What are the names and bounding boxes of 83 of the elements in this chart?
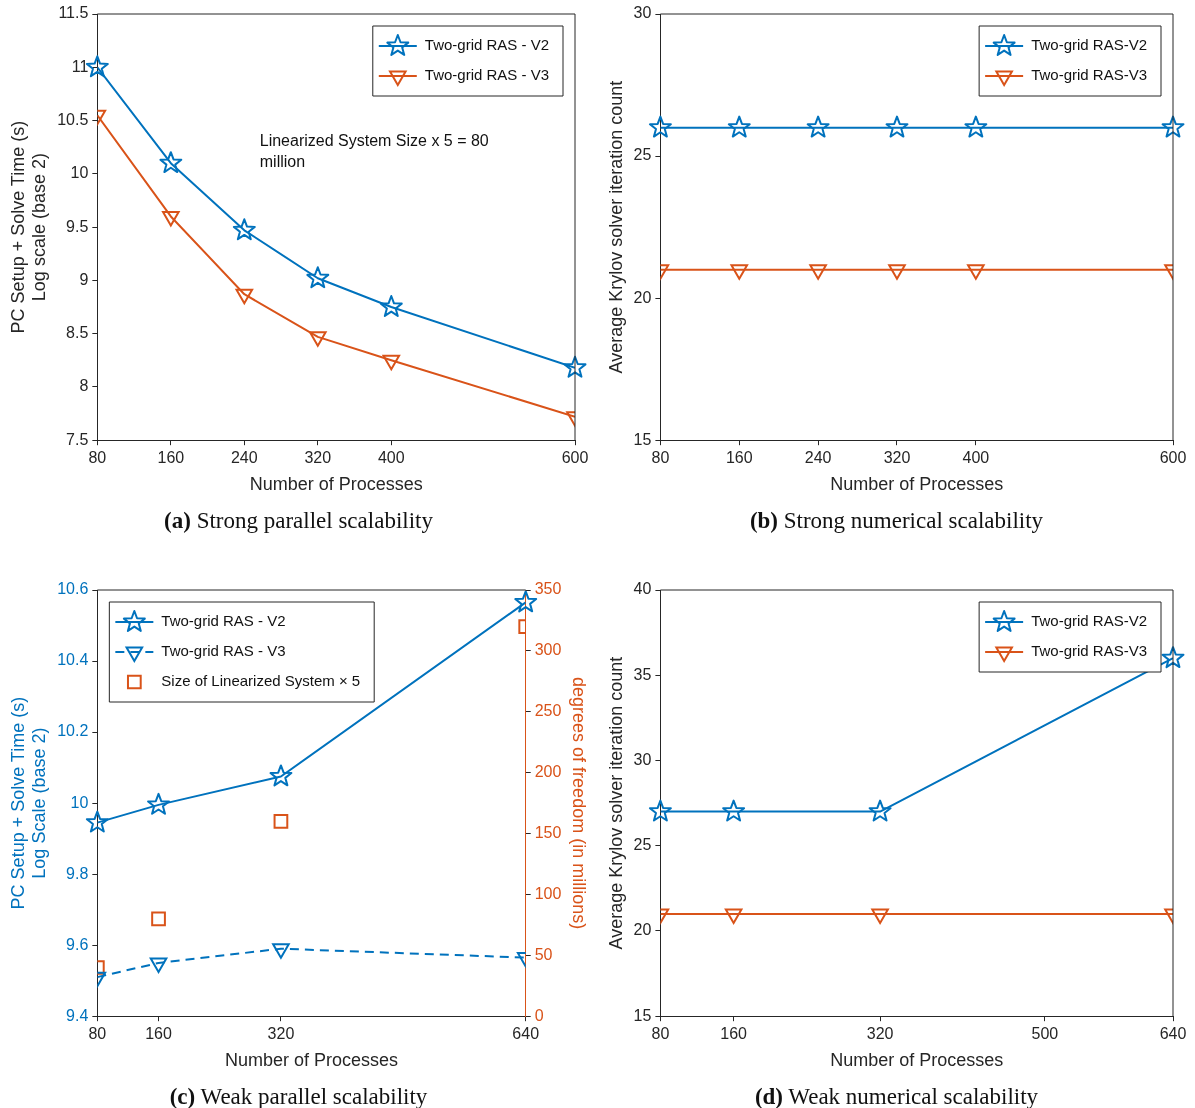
x-tick-label: 160 [725,449,753,467]
y-tick-label: 8 [79,377,89,395]
legend-label: Two-grid RAS-V2 [1031,36,1148,54]
x-axis-title: Number of Processes [224,1050,399,1071]
y-tick-label: 10.5 [57,110,89,128]
point [306,266,330,289]
x-tick-label: 500 [1031,1025,1059,1043]
text: (b) Strong numerical scalability [749,508,1044,533]
point [309,331,327,347]
y-tick-label: 8.5 [66,324,89,342]
legend-label: Two-grid RAS - V2 [424,36,550,54]
text: (a) Strong parallel scalability [164,508,433,533]
x-tick-label: 80 [88,1025,107,1043]
x-axis-title: Number of Processes [830,1050,1004,1071]
y-tick-label: 11.5 [58,4,89,22]
y-tick-label: 9.4 [66,1006,89,1024]
x-tick-label: 320 [866,1025,894,1043]
y2-tick-label: 0 [534,1006,544,1024]
point [159,151,183,174]
x-tick-label: 320 [304,449,332,467]
y-tick-label: 9.5 [66,217,89,235]
x-axis-title: Number of Processes [830,474,1004,495]
x-tick-label: 160 [720,1025,748,1043]
x-tick-label: 640 [512,1025,540,1043]
point [382,354,401,371]
y-tick-label: 10.2 [57,722,89,740]
y-tick-label: 9.6 [66,935,89,953]
y-tick-label: 9 [79,270,89,288]
y-tick-label: 11 [71,57,89,75]
x-tick-label: 160 [145,1025,172,1043]
y-tick-label: 30 [633,750,652,768]
y-tick-label: 25 [633,836,652,854]
y-tick-label: 20 [633,288,652,306]
y-tick-label: 40 [633,580,652,598]
y2-tick-label: 200 [534,763,562,781]
point [162,210,180,227]
y-tick-label: 15 [633,1006,652,1024]
y-tick-label: 35 [633,665,652,683]
x-tick-label: 400 [377,449,405,467]
y-tick-label: 25 [633,146,652,164]
y-tick-label: 10 [70,793,89,811]
point [235,288,254,305]
x-tick-label: 600 [1159,449,1187,467]
legend-label: Two-grid RAS - V3 [161,642,286,660]
legend-label: Two-grid RAS - V2 [161,612,286,630]
x-tick-label: 240 [804,449,832,467]
y-tick-label: 30 [633,4,652,22]
legend-label: Two-grid RAS-V2 [1031,612,1148,630]
annotation: Linearized System Size x 5 = 80 million [259,131,489,170]
y2-tick-label: 100 [534,884,562,902]
legend-label: Size of Linearized System × 5 [161,672,361,690]
x-tick-label: 80 [651,449,670,467]
x-tick-label: 80 [88,449,107,467]
x-tick-label: 160 [157,449,185,467]
legend-label: Two-grid RAS-V3 [1031,642,1148,660]
y2-axis-title: degrees of freedom (in millions) [569,677,590,930]
x-tick-label: 80 [651,1025,670,1043]
y-tick-label: 15 [633,430,652,448]
x-tick-label: 640 [1159,1025,1187,1043]
x-tick-label: 400 [962,449,990,467]
y-axis-title: PC Setup + Solve Time (s) Log scale (base 2) [7,120,50,334]
x-tick-label: 600 [561,449,589,467]
y-axis-title: PC Setup + Solve Time (s) Log Scale (base 2) [7,696,50,910]
y-tick-label: 10.6 [57,580,89,598]
y2-tick-label: 300 [534,641,562,659]
legend-label: Two-grid RAS - V3 [424,66,550,84]
x-axis-title: Number of Processes [249,474,423,495]
x-tick-label: 320 [883,449,911,467]
y2-tick-label: 50 [534,945,553,963]
y2-tick-label: 250 [534,702,562,720]
y-axis-title: Average Krylov solver iteration count [605,656,626,950]
point [232,218,256,241]
y-tick-label: 10 [70,164,89,182]
y2-tick-label: 150 [534,823,562,841]
y-tick-label: 7.5 [66,430,89,448]
y2-tick-label: 350 [534,580,562,598]
y-tick-label: 20 [633,921,652,939]
y-axis-title: Average Krylov solver iteration count [605,80,626,374]
y-tick-label: 10.4 [57,651,89,669]
x-tick-label: 320 [267,1025,295,1043]
legend-label: Two-grid RAS-V3 [1031,66,1148,84]
y-tick-label: 9.8 [66,864,89,882]
x-tick-label: 240 [230,449,258,467]
